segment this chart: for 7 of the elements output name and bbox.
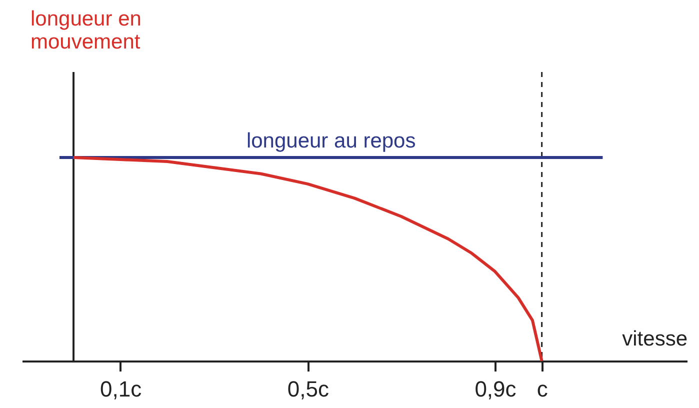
- series-label: longueur au repos: [246, 129, 416, 152]
- y-axis-title: longueur en mouvement: [30, 8, 142, 54]
- x-axis-title: vitesse: [622, 328, 688, 350]
- x-tick-label: 0,1c: [100, 376, 142, 402]
- x-tick-label: c: [536, 376, 548, 402]
- x-tick-label: 0,5c: [287, 376, 329, 402]
- x-tick-label: 0,9c: [474, 376, 516, 402]
